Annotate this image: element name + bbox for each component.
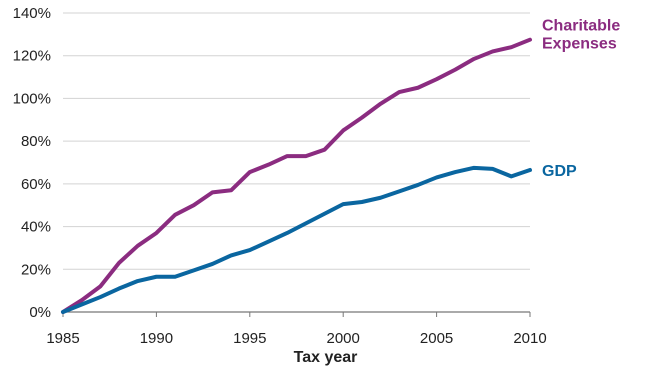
y-axis: 0% 20% 40% 60% 80% 100% 120% 140%: [13, 5, 51, 321]
x-axis-title: Tax year: [294, 349, 358, 366]
x-tick-label: 1990: [140, 330, 173, 347]
y-tick-label: 20%: [21, 261, 51, 278]
gridlines: [63, 12, 530, 313]
y-tick-label: 80%: [21, 133, 51, 150]
series-line-1: [61, 165, 532, 314]
x-tick-label: 2000: [327, 330, 360, 347]
series-lines: [61, 37, 532, 314]
y-tick-label: 100%: [13, 90, 51, 107]
y-tick-label: 120%: [13, 48, 51, 65]
x-tick-label: 1985: [46, 330, 79, 347]
x-tick-label: 2010: [513, 330, 546, 347]
x-tick-label: 2005: [420, 330, 453, 347]
series-line-0: [61, 37, 532, 314]
y-tick-label: 140%: [13, 5, 51, 22]
x-axis: 1985 1990 1995 2000 2005 2010: [46, 312, 547, 347]
series-labels: Charitable Expenses GDP: [542, 18, 620, 180]
series-label-0: Charitable Expenses: [542, 18, 620, 53]
y-tick-label: 40%: [21, 219, 51, 236]
x-tick-label: 1995: [233, 330, 266, 347]
y-tick-label: 60%: [21, 176, 51, 193]
y-tick-label: 0%: [29, 304, 51, 321]
series-label-1: GDP: [542, 163, 577, 180]
